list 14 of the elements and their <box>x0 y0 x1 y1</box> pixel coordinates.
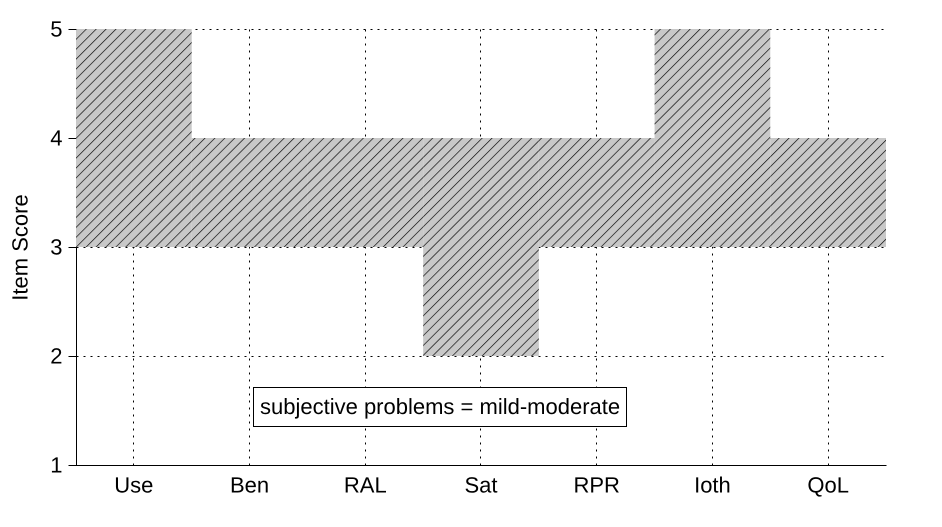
x-tick-label: Ben <box>230 472 270 498</box>
x-tick-label: RPR <box>573 472 620 498</box>
x-tick-label: RAL <box>344 472 387 498</box>
x-tick-label: Use <box>114 472 154 498</box>
x-tick-label: Sat <box>464 472 498 498</box>
y-tick-label: 2 <box>50 344 62 368</box>
y-tick-label: 5 <box>50 16 62 42</box>
y-tick-label: 4 <box>50 126 62 150</box>
y-tick-label: 3 <box>50 234 62 260</box>
y-axis-title: Item Score <box>7 194 32 301</box>
y-tick-label: 1 <box>50 452 62 478</box>
x-tick-label: QoL <box>807 472 849 498</box>
x-tick-label: Ioth <box>694 472 731 498</box>
annotation: subjective problems = mild-moderate <box>253 387 628 427</box>
